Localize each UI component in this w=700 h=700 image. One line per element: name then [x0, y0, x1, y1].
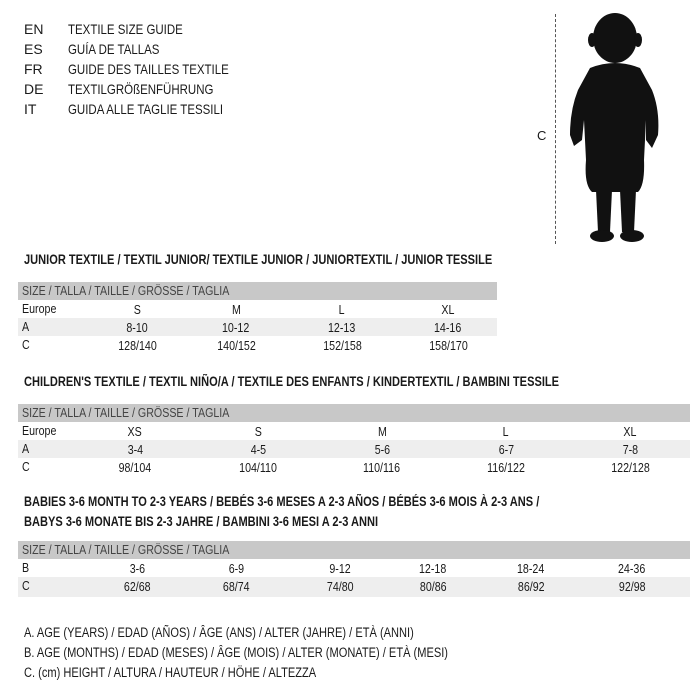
header-label: SIZE / TALLA / TAILLE / GRÖSSE / TAGLIA — [22, 283, 230, 298]
table-cell: XS — [127, 424, 143, 439]
children-size-table: SIZE / TALLA / TAILLE / GRÖSSE / TAGLIA … — [18, 404, 690, 478]
legend-a: A. AGE (YEARS) / EDAD (AÑOS) / ÂGE (ANS)… — [24, 625, 414, 640]
table-cell: 3-4 — [127, 442, 143, 457]
table-cell: 152/158 — [322, 338, 362, 353]
lang-code: ES — [24, 41, 43, 57]
row-label: C — [22, 337, 30, 352]
row-label: B — [22, 560, 30, 575]
table-cell: 128/140 — [117, 338, 157, 353]
junior-title: JUNIOR TEXTILE / TEXTIL JUNIOR/ TEXTILE … — [24, 252, 595, 267]
header-label: SIZE / TALLA / TAILLE / GRÖSSE / TAGLIA — [22, 542, 230, 557]
table-cell: 10-12 — [222, 320, 250, 335]
babies-size-table: SIZE / TALLA / TAILLE / GRÖSSE / TAGLIA … — [18, 541, 690, 597]
table-cell: 12-13 — [328, 320, 356, 335]
table-cell: 158/170 — [428, 338, 468, 353]
children-title-text: CHILDREN'S TEXTILE / TEXTIL NIÑO/A / TEX… — [24, 374, 560, 389]
babies-title-text: BABYS 3-6 MONATE BIS 2-3 JAHRE / BAMBINI… — [24, 514, 379, 529]
table-cell: 4-5 — [250, 442, 266, 457]
legend-c: C. (cm) HEIGHT / ALTURA / HAUTEUR / HÖHE… — [24, 665, 317, 680]
lang-code: DE — [24, 81, 44, 97]
lang-code: FR — [24, 61, 43, 77]
row-label: C — [22, 459, 30, 474]
table-header: SIZE / TALLA / TAILLE / GRÖSSE / TAGLIA — [18, 404, 690, 422]
table-cell: 104/110 — [239, 460, 277, 475]
table-cell: 6-9 — [228, 561, 244, 576]
table-cell: 80/86 — [419, 579, 447, 594]
table-cell: M — [377, 424, 387, 439]
children-title: CHILDREN'S TEXTILE / TEXTIL NIÑO/A / TEX… — [24, 374, 677, 389]
table-cell: 74/80 — [326, 579, 354, 594]
junior-title-text: JUNIOR TEXTILE / TEXTIL JUNIOR/ TEXTILE … — [24, 252, 493, 267]
table-cell: 116/122 — [487, 460, 525, 475]
table-cell: XL — [623, 424, 637, 439]
table-cell: 62/68 — [123, 579, 151, 594]
table-cell: M — [231, 302, 241, 317]
row-label: Europe — [22, 423, 57, 438]
row-label: C — [22, 578, 30, 593]
header-label: SIZE / TALLA / TAILLE / GRÖSSE / TAGLIA — [22, 405, 230, 420]
table-cell: 8-10 — [126, 320, 148, 335]
table-cell: 5-6 — [374, 442, 390, 457]
table-cell: 18-24 — [517, 561, 545, 576]
table-cell: L — [339, 302, 345, 317]
table-cell: 24-36 — [618, 561, 646, 576]
table-cell: 98/104 — [118, 460, 152, 475]
lang-title: GUIDE DES TAILLES TEXTILE — [68, 61, 229, 77]
lang-code: EN — [24, 21, 44, 37]
babies-title-line2: BABYS 3-6 MONATE BIS 2-3 JAHRE / BAMBINI… — [24, 514, 456, 529]
row-label: A — [22, 319, 30, 334]
table-row: C 98/104 104/110 110/116 116/122 122/128 — [18, 458, 690, 478]
child-silhouette-icon — [570, 13, 659, 242]
table-row: Europe XS S M L XL — [18, 422, 690, 440]
table-row: A 3-4 4-5 5-6 6-7 7-8 — [18, 440, 690, 458]
table-cell: 122/128 — [610, 460, 650, 475]
table-cell: 68/74 — [222, 579, 250, 594]
table-cell: L — [503, 424, 509, 439]
table-cell: S — [133, 302, 141, 317]
lang-title: TEXTILE SIZE GUIDE — [68, 21, 183, 37]
lang-title: TEXTILGRÖßENFÜHRUNG — [68, 81, 214, 97]
table-cell: XL — [441, 302, 455, 317]
table-cell: 110/116 — [363, 460, 401, 475]
height-measure-line — [555, 14, 556, 244]
table-cell: 9-12 — [329, 561, 351, 576]
babies-title-line1: BABIES 3-6 MONTH TO 2-3 YEARS / BEBÉS 3-… — [24, 494, 652, 509]
table-cell: 3-6 — [129, 561, 145, 576]
table-cell: 14-16 — [434, 320, 462, 335]
table-row: C 62/68 68/74 74/80 80/86 86/92 92/98 — [18, 577, 690, 597]
table-cell: 6-7 — [498, 442, 514, 457]
table-row: B 3-6 6-9 9-12 12-18 18-24 24-36 — [18, 559, 690, 577]
babies-title-text: BABIES 3-6 MONTH TO 2-3 YEARS / BEBÉS 3-… — [24, 494, 540, 509]
junior-size-table: SIZE / TALLA / TAILLE / GRÖSSE / TAGLIA … — [18, 282, 497, 356]
lang-title: GUÍA DE TALLAS — [68, 41, 160, 57]
row-label: A — [22, 441, 30, 456]
table-cell: 86/92 — [517, 579, 545, 594]
table-header: SIZE / TALLA / TAILLE / GRÖSSE / TAGLIA — [18, 282, 497, 300]
table-cell: 7-8 — [622, 442, 638, 457]
table-cell: S — [254, 424, 262, 439]
table-cell: 12-18 — [419, 561, 447, 576]
table-cell: 92/98 — [618, 579, 646, 594]
table-row: Europe S M L XL — [18, 300, 497, 318]
row-label: Europe — [22, 301, 57, 316]
lang-title: GUIDA ALLE TAGLIE TESSILI — [68, 101, 224, 117]
table-row: C 128/140 140/152 152/158 158/170 — [18, 336, 497, 356]
table-row: A 8-10 10-12 12-13 14-16 — [18, 318, 497, 336]
table-cell: 140/152 — [216, 338, 256, 353]
table-header: SIZE / TALLA / TAILLE / GRÖSSE / TAGLIA — [18, 541, 690, 559]
legend-b: B. AGE (MONTHS) / EDAD (MESES) / ÂGE (MO… — [24, 645, 448, 660]
height-measure-label: C — [537, 128, 547, 143]
lang-code: IT — [24, 101, 37, 117]
